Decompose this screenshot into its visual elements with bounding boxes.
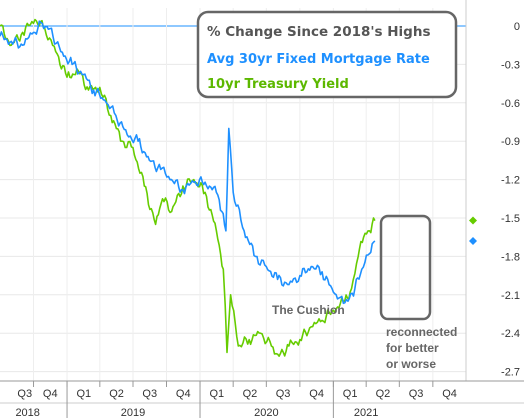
x-tick-label: Q1 (209, 388, 224, 400)
y-tick-label: -2.1 (501, 290, 520, 302)
x-year-label: 2021 (354, 407, 378, 418)
annotation-reconnected-1: reconnected (386, 325, 457, 339)
chart-title: % Change Since 2018's Highs (207, 24, 430, 40)
x-tick-label: Q4 (43, 388, 58, 400)
x-year-label: 2020 (254, 407, 278, 418)
annotation-reconnected-3: or worse (386, 357, 436, 371)
legend: % Change Since 2018's Highs Avg 30yr Fix… (196, 10, 458, 99)
y-tick-labels: 0 -0.3 -0.6 -0.9 -1.2 -1.5 -1.8 -2.1 -2.4 -2.7 (501, 21, 520, 379)
x-tick-label: Q4 (442, 388, 457, 400)
x-tick-label: Q4 (309, 388, 324, 400)
legend-treasury: 10yr Treasury Yield (207, 77, 349, 92)
y-tick-label: -1.8 (501, 251, 520, 263)
marker-mortgage (469, 237, 477, 246)
marker-treasury (469, 216, 477, 225)
y-tick-label: -1.5 (501, 213, 520, 225)
x-tick-label: Q1 (76, 388, 91, 400)
annotation-cushion: The Cushion (272, 303, 345, 317)
legend-box (196, 10, 458, 99)
x-year-label: 2018 (15, 407, 39, 418)
y-tick-label: -2.4 (501, 328, 520, 340)
annotation-reconnected-2: for better (386, 341, 439, 355)
series-line-mortgage (0, 20, 376, 305)
x-year-label: 2019 (121, 407, 145, 418)
y-tick-label: -0.3 (501, 59, 520, 71)
y-tick-label: 0 (514, 21, 520, 33)
x-tick-label: Q3 (409, 388, 424, 400)
x-tick-label: Q1 (343, 388, 358, 400)
y-tick-label: -2.7 (501, 367, 520, 379)
x-tick-label: Q4 (176, 388, 191, 400)
x-axis: Q3 Q4 Q1 Q2 Q3 Q4 Q1 Q2 Q3 Q4 Q1 Q2 Q3 Q4 2018 2019 2020… (0, 380, 524, 418)
y-tick-label: -1.2 (501, 175, 520, 187)
x-tick-label: Q2 (243, 388, 258, 400)
x-tick-label: Q3 (142, 388, 157, 400)
y-tick-label: -0.6 (501, 98, 520, 110)
x-tick-label: Q3 (276, 388, 291, 400)
legend-mortgage: Avg 30yr Fixed Mortgage Rate (207, 52, 430, 67)
x-tick-label: Q2 (109, 388, 124, 400)
x-tick-label: Q3 (17, 388, 32, 400)
y-tick-label: -0.9 (501, 136, 520, 148)
x-tick-label: Q2 (376, 388, 391, 400)
reconnect-highlight-box (379, 214, 432, 321)
series-layer (0, 18, 477, 357)
